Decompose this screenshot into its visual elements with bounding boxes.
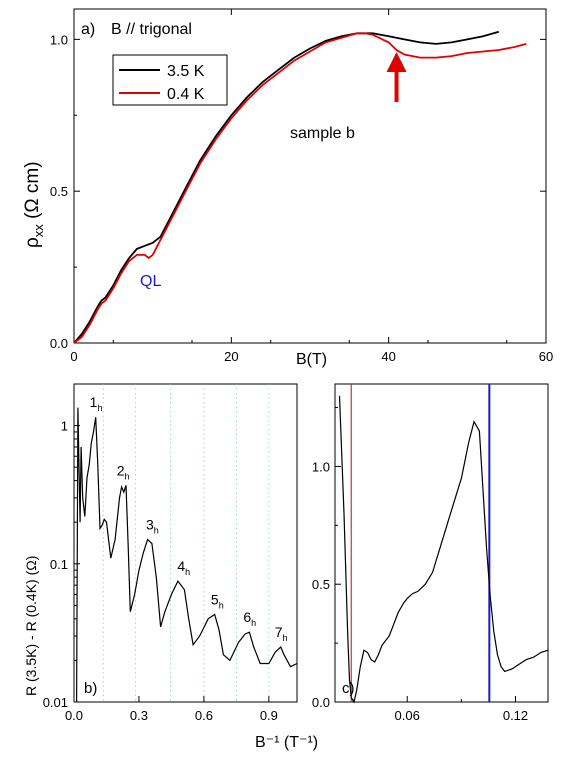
panel-b-letter: b) [84,680,97,697]
panel-b-ticks: 0.0 0.3 0.6 0.9 0.01 0.1 1 [43,383,278,723]
panel-c-letter: c) [342,680,355,697]
legend: 3.5 K 0.4 K [112,54,228,106]
panel-a-xlabel: B(T) [296,351,327,368]
panel-c-lines [338,395,549,704]
panel-b-ytick-label: 0.1 [50,557,68,572]
legend-box [112,54,228,106]
panel-a-xtick-label: 40 [381,349,395,364]
panel-a-frame [73,8,547,344]
panel-a-ytick-label: 0.0 [50,336,68,351]
panel-a-ytick-label: 0.5 [50,184,68,199]
panel-a-ylabel: ρxx (Ω cm) [22,161,46,248]
panel-a: 0 20 40 60 0.0 0.5 1.0 a) B // trigonal 3.5 K … [22,8,553,368]
panel-a-lines [73,30,527,344]
panel-b-ylabel: R (3.5K) - R (0.4K) (Ω) [23,556,39,696]
panel-c-xtick-label: 0.06 [395,708,420,723]
panel-b-xtick-label: 0.3 [130,708,148,723]
panel-c-series-line [338,395,549,704]
field-annotation: B // trigonal [111,21,192,38]
peak-label: 6h [243,609,256,628]
panel-c-ytick-label: 0.0 [312,695,330,710]
panel-c-vlines [350,384,491,702]
panel-c-ytick-label: 0.5 [312,577,330,592]
peak-label: 7h [275,624,288,643]
panel-b-xtick-label: 0.0 [65,708,83,723]
panel-b-ytick-label: 1 [61,419,68,434]
series-3-5k-line [73,30,500,344]
panel-b: 0.0 0.3 0.6 0.9 0.01 0.1 1 1h 2h 3h 4h 5h 6h 7h b) R… [23,383,298,723]
panel-b-peak-labels: 1h 2h 3h 4h 5h 6h 7h [90,394,288,643]
panel-b-ytick-label: 0.01 [43,695,68,710]
panel-a-xtick-label: 20 [224,349,238,364]
panel-b-xtick-label: 0.9 [260,708,278,723]
legend-label-0-4k: 0.4 K [167,86,205,103]
ql-annotation: QL [140,273,161,290]
peak-label: 2h [117,462,130,481]
panel-b-series-line [76,407,298,703]
panel-a-ytick-label: 1.0 [50,32,68,47]
panel-c: 0.06 0.12 0.0 0.5 1.0 c) [312,383,549,723]
peak-label: 3h [146,516,159,535]
legend-label-3-5k: 3.5 K [167,63,205,80]
panel-b-grid [102,384,270,702]
panel-a-xtick-label: 0 [70,349,77,364]
panel-c-ticks: 0.06 0.12 0.0 0.5 1.0 [312,407,528,723]
panel-a-letter: a) [81,21,95,38]
panel-b-xtick-label: 0.6 [195,708,213,723]
peak-label: 1h [90,394,103,413]
red-arrow-icon [386,52,407,102]
panel-a-ticks: 0 20 40 60 0.0 0.5 1.0 [50,9,553,364]
panel-c-xtick-label: 0.12 [503,708,528,723]
panel-c-frame [334,383,549,703]
panel-a-xtick-label: 60 [539,349,553,364]
panel-c-ytick-label: 1.0 [312,459,330,474]
series-0-4k-line [73,32,527,344]
panel-b-lines [76,407,298,703]
panel-b-frame [73,383,298,703]
panel-b-xlabel: B⁻¹ (T⁻¹) [255,734,318,751]
sample-annotation: sample b [290,125,355,142]
peak-label: 5h [211,591,224,610]
peak-label: 4h [177,558,190,577]
